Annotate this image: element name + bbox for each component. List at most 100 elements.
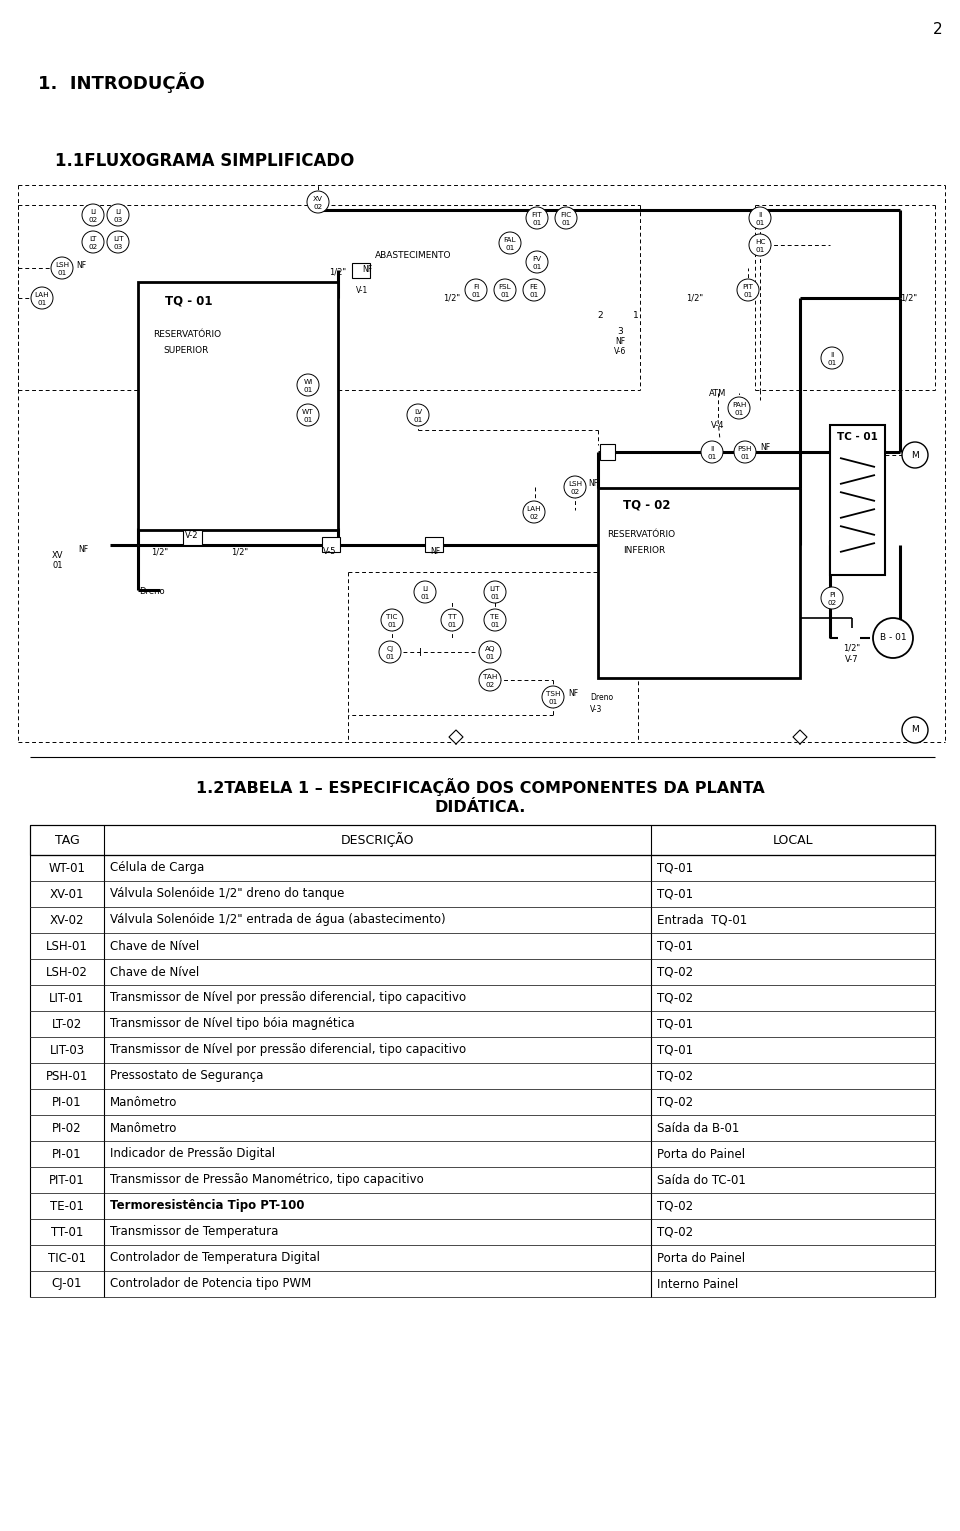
Text: Controlador de Temperatura Digital: Controlador de Temperatura Digital [110, 1251, 320, 1265]
Text: 01: 01 [491, 594, 499, 600]
Text: PSH: PSH [737, 446, 753, 452]
Text: 1/2": 1/2" [329, 268, 347, 277]
Text: 02: 02 [486, 681, 494, 687]
Text: 01: 01 [303, 387, 313, 393]
Text: NF: NF [76, 260, 86, 269]
Text: INFERIOR: INFERIOR [623, 547, 665, 556]
Text: TQ - 02: TQ - 02 [623, 498, 670, 511]
Text: 01: 01 [486, 654, 494, 660]
Circle shape [902, 717, 928, 743]
Circle shape [484, 609, 506, 631]
Text: Indicador de Pressão Digital: Indicador de Pressão Digital [110, 1148, 276, 1160]
Circle shape [82, 231, 104, 253]
Text: LSH: LSH [55, 262, 69, 268]
Circle shape [297, 374, 319, 397]
Text: TC - 01: TC - 01 [836, 432, 877, 442]
Text: Transmissor de Pressão Manométrico, tipo capacitivo: Transmissor de Pressão Manométrico, tipo… [110, 1173, 423, 1187]
Circle shape [414, 580, 436, 603]
Text: 01: 01 [420, 594, 430, 600]
Text: TQ-01: TQ-01 [657, 940, 693, 952]
Circle shape [499, 233, 521, 254]
Text: 1.  INTRODUÇÃO: 1. INTRODUÇÃO [38, 72, 204, 93]
Text: Transmissor de Temperatura: Transmissor de Temperatura [110, 1225, 278, 1239]
Text: 01: 01 [505, 245, 515, 251]
Circle shape [307, 191, 329, 213]
Text: V-6: V-6 [613, 348, 626, 357]
Text: 01: 01 [734, 410, 744, 416]
Text: RESERVATÓRIO: RESERVATÓRIO [607, 530, 675, 539]
Text: Transmissor de Nível por pressão diferencial, tipo capacitivo: Transmissor de Nível por pressão diferen… [110, 1044, 467, 1056]
Text: 01: 01 [708, 455, 716, 459]
Text: NF: NF [78, 545, 88, 554]
Text: TE: TE [491, 614, 499, 620]
Text: 1: 1 [634, 311, 638, 320]
Text: TAG: TAG [55, 833, 80, 847]
Circle shape [465, 279, 487, 302]
Text: Transmissor de Nível tipo bóia magnética: Transmissor de Nível tipo bóia magnética [110, 1018, 354, 1030]
Text: 02: 02 [570, 488, 580, 495]
Text: PI-02: PI-02 [52, 1122, 82, 1134]
Text: 01: 01 [491, 622, 499, 628]
Circle shape [821, 586, 843, 609]
Text: Chave de Nível: Chave de Nível [110, 940, 200, 952]
Text: 01: 01 [740, 455, 750, 459]
Text: SUPERIOR: SUPERIOR [163, 346, 208, 355]
Text: NF: NF [588, 479, 598, 487]
Circle shape [381, 609, 403, 631]
Text: LAH: LAH [35, 292, 49, 299]
Text: TQ-01: TQ-01 [657, 888, 693, 900]
Text: PAH: PAH [732, 403, 746, 409]
Text: TQ-02: TQ-02 [657, 992, 693, 1004]
Text: Válvula Solenóide 1/2" entrada de água (abastecimento): Válvula Solenóide 1/2" entrada de água (… [110, 914, 445, 926]
Bar [322, 537, 340, 553]
Text: PI-01: PI-01 [52, 1096, 82, 1108]
Polygon shape [793, 730, 807, 744]
Circle shape [51, 257, 73, 279]
Text: WI: WI [303, 380, 313, 386]
Text: 2: 2 [932, 21, 942, 37]
Bar [183, 530, 202, 545]
Text: Saída da B-01: Saída da B-01 [657, 1122, 739, 1134]
Circle shape [484, 580, 506, 603]
Bar [600, 444, 615, 459]
Text: TIC-01: TIC-01 [48, 1251, 86, 1265]
Text: TIC: TIC [386, 614, 397, 620]
Text: LSH-01: LSH-01 [46, 940, 88, 952]
Circle shape [902, 442, 928, 468]
Circle shape [407, 404, 429, 426]
Text: LOCAL: LOCAL [773, 833, 813, 847]
Text: WT: WT [302, 409, 314, 415]
Text: NF: NF [362, 265, 372, 274]
Text: RESERVATÓRIO: RESERVATÓRIO [153, 331, 221, 338]
Text: M: M [911, 450, 919, 459]
Text: FSL: FSL [498, 285, 512, 291]
Circle shape [749, 234, 771, 256]
Text: 02: 02 [828, 600, 836, 606]
Circle shape [523, 279, 545, 302]
Circle shape [107, 204, 129, 227]
Text: LI: LI [115, 210, 121, 216]
Text: 01: 01 [500, 292, 510, 299]
Text: 01: 01 [533, 263, 541, 269]
Text: FIT: FIT [532, 213, 542, 219]
Circle shape [821, 348, 843, 369]
Text: 1/2": 1/2" [443, 294, 460, 303]
Circle shape [107, 231, 129, 253]
Text: LIT: LIT [112, 236, 123, 242]
Text: 01: 01 [447, 622, 457, 628]
Text: 1/2": 1/2" [686, 294, 704, 303]
Text: AQ: AQ [485, 646, 495, 652]
Circle shape [749, 207, 771, 230]
Text: 03: 03 [113, 217, 123, 224]
Text: LIT-01: LIT-01 [49, 992, 84, 1004]
Text: PIT-01: PIT-01 [49, 1173, 84, 1187]
Text: PI-01: PI-01 [52, 1148, 82, 1160]
Text: Saída do TC-01: Saída do TC-01 [657, 1173, 746, 1187]
Circle shape [523, 501, 545, 524]
Text: TQ-02: TQ-02 [657, 1225, 693, 1239]
Text: NF: NF [430, 548, 440, 556]
Text: Célula de Carga: Célula de Carga [110, 862, 204, 874]
Text: V-5: V-5 [324, 548, 337, 556]
Text: Porta do Painel: Porta do Painel [657, 1251, 745, 1265]
Text: FIC: FIC [561, 213, 571, 219]
